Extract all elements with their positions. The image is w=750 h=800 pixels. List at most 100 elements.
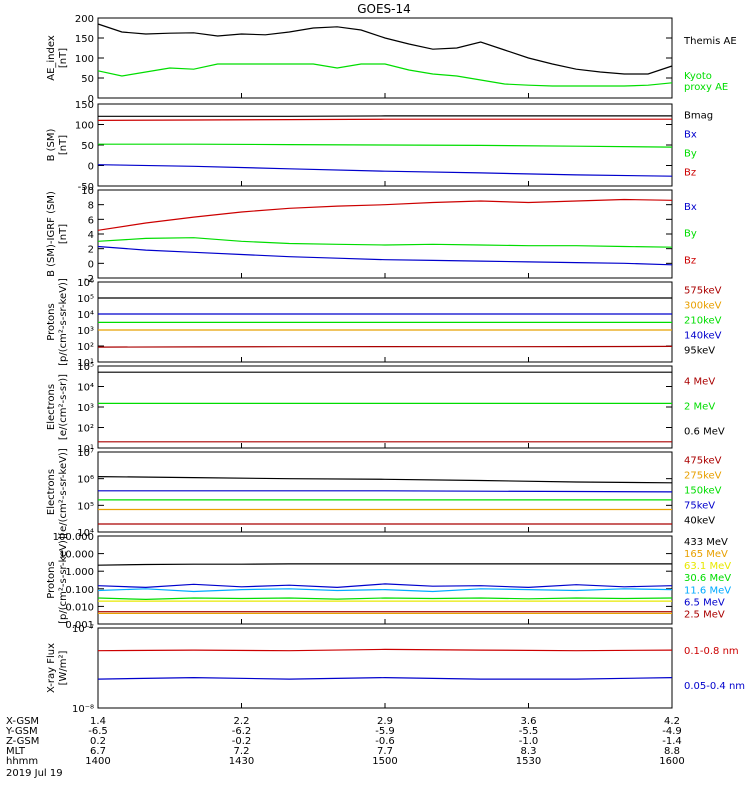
y-tick-label: 50 xyxy=(81,74,94,85)
y-tick-label: 10⁵ xyxy=(77,362,94,373)
panel-2: -50 0 50 100 150 B (SM) [nT] Bmag Bx By Bz xyxy=(46,100,713,193)
x-axis-row-label: MLT xyxy=(6,746,26,757)
y-tick-label: 0 xyxy=(88,162,94,173)
x-axis-value: 8.3 xyxy=(521,746,537,757)
y-tick-label: 10⁻⁷ xyxy=(72,624,94,635)
y-tick-label: 0.100 xyxy=(65,585,94,596)
series-line xyxy=(98,143,673,148)
y-tick-label: 10⁵ xyxy=(77,501,94,512)
x-axis-row-label: hhmm xyxy=(6,756,38,767)
y-axis-label: Protons xyxy=(46,561,57,598)
legend-label: 75keV xyxy=(684,501,715,512)
series-line xyxy=(97,476,673,484)
y-tick-label: 10⁻⁸ xyxy=(72,704,94,715)
legend-label: 275keV xyxy=(684,470,722,481)
y-tick-label: 10⁴ xyxy=(77,383,94,394)
y-tick-label: 10.000 xyxy=(59,550,94,561)
x-axis-value: 2.9 xyxy=(377,716,393,727)
series-line xyxy=(97,118,672,121)
series-line xyxy=(97,676,673,680)
y-tick-label: 0 xyxy=(88,94,94,105)
legend-label: 95keV xyxy=(684,346,715,357)
chart-title: GOES-14 xyxy=(357,2,411,16)
y-tick-label: 1.000 xyxy=(65,567,94,578)
y-tick-label: 4 xyxy=(88,230,94,241)
y-tick-label: 200 xyxy=(75,14,94,25)
x-axis-value: 7.2 xyxy=(234,746,250,757)
y-tick-label: 10³ xyxy=(77,403,94,414)
panel-1: 0 50 100 150 200 AE_index [nT] Themis AE Kyotopr… xyxy=(46,14,737,105)
panel-frame xyxy=(97,535,673,625)
y-tick-label: 100.000 xyxy=(53,532,94,543)
x-axis-value: -1.0 xyxy=(519,736,539,747)
y-axis-label: [nT] xyxy=(58,224,69,244)
y-tick-label: 8 xyxy=(88,201,94,212)
y-axis-label: B (SM)-IGRF (SM) xyxy=(46,191,57,277)
x-axis-footer: X-GSM 1.4 2.2 2.9 3.6 4.2 Y-GSM -6.5 -6.2 -5.9 -5.… xyxy=(5,716,685,779)
legend-label: Themis AE xyxy=(683,36,737,47)
y-tick-label: 50 xyxy=(81,141,94,152)
y-tick-label: -50 xyxy=(78,182,94,193)
panel-8: 10⁻⁸ 10⁻⁷ X-ray Flux [W/m²] 0.1-0.8 nm 0.05-0… xyxy=(46,624,745,715)
legend-label: 2.5 MeV xyxy=(684,609,725,620)
legend-label: Bx xyxy=(684,202,697,213)
y-axis-label: Electrons xyxy=(46,384,57,430)
y-axis-label: X-ray Flux xyxy=(46,643,57,693)
y-tick-label: 0 xyxy=(88,259,94,270)
x-axis-value: -4.9 xyxy=(662,726,682,737)
y-tick-label: -2 xyxy=(84,274,94,285)
x-axis-row-label: Z-GSM xyxy=(6,736,39,747)
legend-label: 6.5 MeV xyxy=(684,597,725,608)
y-axis-label: [nT] xyxy=(58,48,69,68)
y-tick-label: 100 xyxy=(75,121,94,132)
legend-label: 0.6 MeV xyxy=(684,426,725,437)
panel-frame xyxy=(97,365,673,449)
panel-6: 10⁴ 10⁵ 10⁶ 10⁷ Electrons [e/(cm²-s-sr-keV)] 4… xyxy=(46,448,722,539)
y-tick-label: 10⁷ xyxy=(77,448,94,459)
legend-label: 11.6 MeV xyxy=(684,585,731,596)
y-tick-label: 10¹ xyxy=(77,358,94,369)
series-line xyxy=(97,245,673,266)
x-axis-value: -0.6 xyxy=(375,736,395,747)
legend-label: By xyxy=(684,148,697,159)
x-axis-value: -6.2 xyxy=(232,726,252,737)
panel-frame xyxy=(97,189,673,279)
y-tick-label: 10 xyxy=(81,186,94,197)
x-axis-value: 3.6 xyxy=(521,716,537,727)
y-axis-label: AE_index xyxy=(46,35,57,81)
legend-label: 2 MeV xyxy=(684,401,715,412)
legend-label: 40keV xyxy=(684,516,715,527)
legend-label: Bmag xyxy=(684,110,713,121)
series-line xyxy=(97,563,672,566)
legend-label: Bz xyxy=(684,168,696,179)
x-axis-value: -5.5 xyxy=(519,726,539,737)
legend-label: Bz xyxy=(684,255,696,266)
y-axis-label: [p/(cm²-s-sr-keV)] xyxy=(58,536,69,624)
panel-3: -2 0 2 4 6 8 10 B (SM)-IGRF (SM) [nT] Bx By Bz xyxy=(46,186,697,285)
x-axis-value: 1430 xyxy=(229,756,254,767)
y-tick-label: 10² xyxy=(77,424,94,435)
x-axis-value: 1400 xyxy=(85,756,110,767)
legend-label: 30.6 MeV xyxy=(684,573,731,584)
y-tick-label: 2 xyxy=(88,245,94,256)
series-line xyxy=(98,490,673,493)
series-line xyxy=(97,588,673,593)
series-line xyxy=(97,597,673,601)
panel-7: 0.001 0.010 0.100 1.000 10.000 100.000 Protons… xyxy=(46,532,731,631)
legend-label: 210keV xyxy=(684,316,722,327)
series-line xyxy=(97,23,673,75)
panel-frame xyxy=(97,627,673,709)
y-tick-label: 10⁴ xyxy=(77,310,94,321)
y-tick-label: 10⁶ xyxy=(77,475,94,486)
x-axis-value: 1600 xyxy=(659,756,684,767)
y-tick-label: 10¹ xyxy=(77,444,94,455)
y-tick-label: 0.001 xyxy=(65,620,94,631)
x-axis-value: -6.5 xyxy=(88,726,108,737)
x-axis-value: -5.9 xyxy=(375,726,395,737)
y-axis-label: [p/(cm²-s-sr-keV)] xyxy=(58,278,69,366)
x-axis-date: 2019 Jul 19 xyxy=(6,768,63,779)
y-tick-label: 10⁵ xyxy=(77,294,94,305)
x-axis-row-label: X-GSM xyxy=(6,716,39,727)
